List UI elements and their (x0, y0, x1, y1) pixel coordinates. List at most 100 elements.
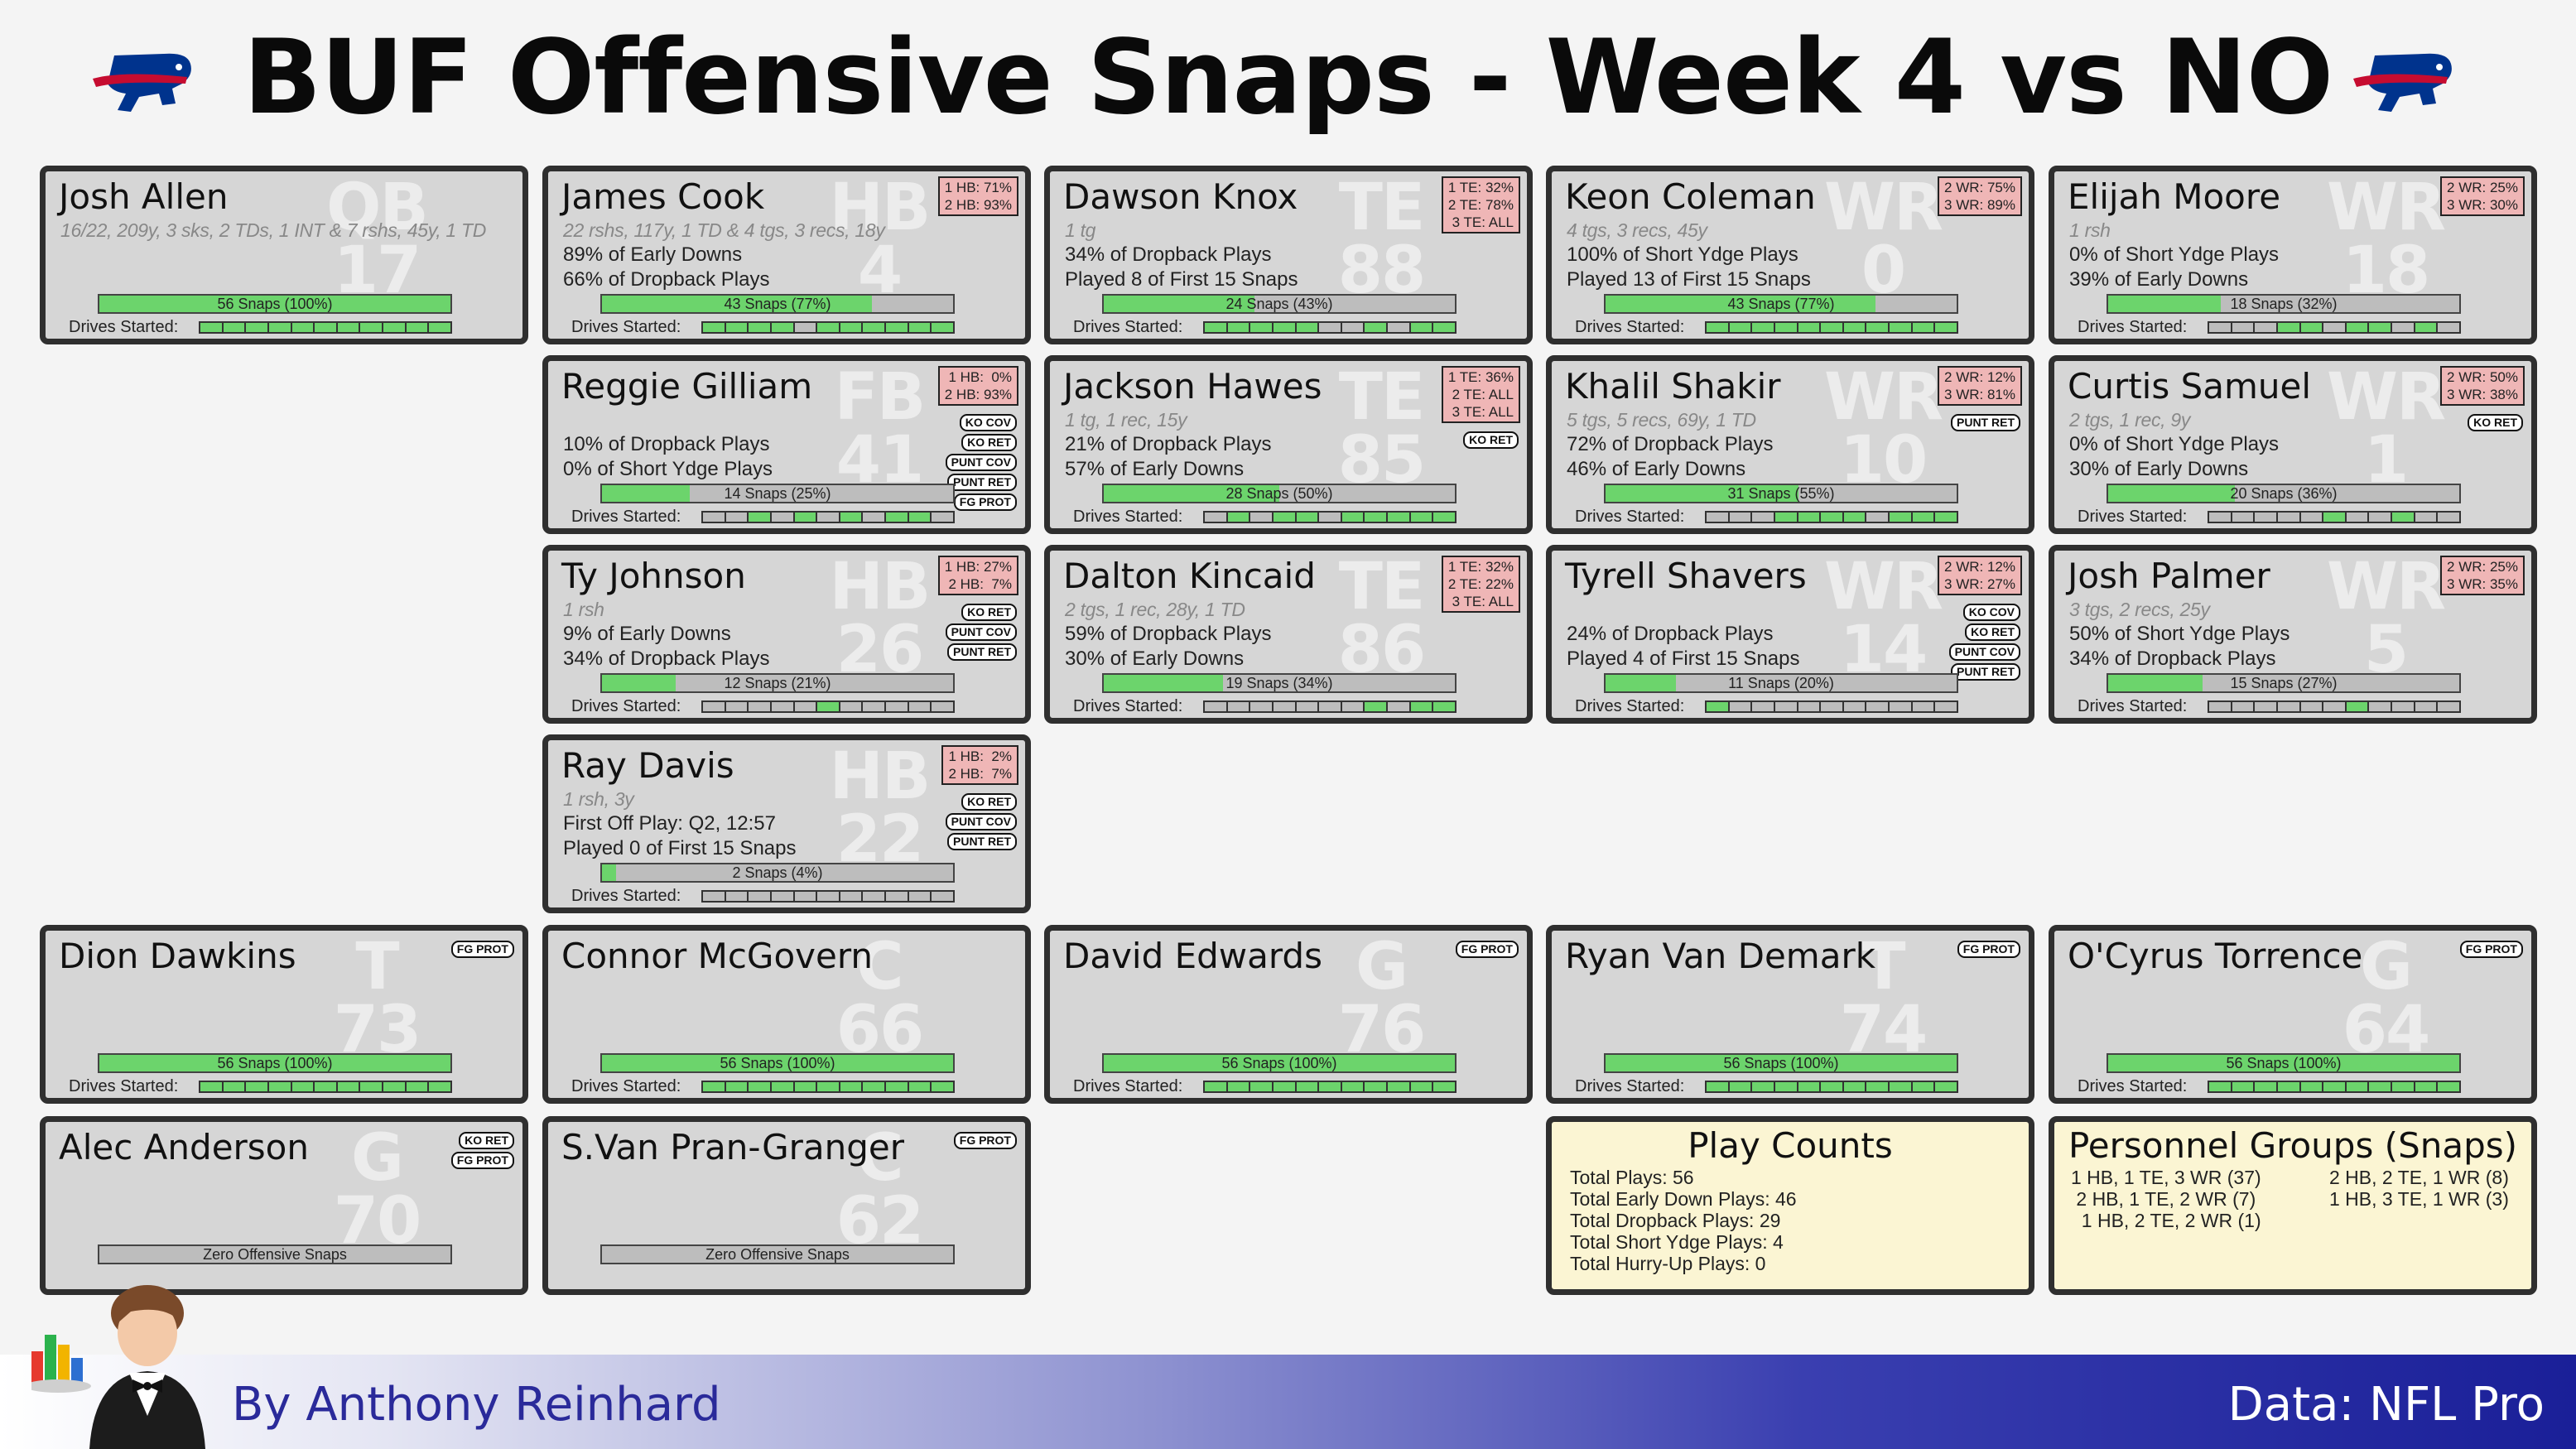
alignment-line: 1 TE: 32% (1447, 559, 1514, 575)
detail-line-1: 21% of Dropback Plays (1065, 433, 1272, 455)
position-watermark: G 64 (2342, 930, 2431, 1067)
drive-cell (337, 1082, 361, 1091)
drive-cell (1319, 513, 1342, 522)
drive-cell (2346, 1082, 2370, 1091)
drives-started-label: Drives Started: (2078, 318, 2188, 336)
drive-cell (771, 323, 795, 332)
player-card-khalil-shakir: WR 10 Khalil Shakir 5 tgs, 5 recs, 69y, 1 T… (1546, 355, 2034, 534)
drive-cell (2369, 702, 2393, 711)
player-name: Dion Dawkins (59, 936, 296, 976)
alignment-badge: 1 TE: 32% 2 TE: 22% 3 TE: ALL (1441, 556, 1520, 613)
drive-cell (2232, 702, 2256, 711)
drive-cell (2346, 702, 2370, 711)
drive-cell (1365, 702, 1389, 711)
player-name: S.Van Pran-Granger (561, 1127, 905, 1167)
personnel-line: 2 HB, 2 TE, 1 WR (8) (2329, 1167, 2509, 1188)
drive-cell (1798, 323, 1822, 332)
player-card-connor-mcgovern: C 66 Connor McGovern 56 Snaps (100%) Drives … (542, 925, 1031, 1104)
snap-count: 15 Snaps (27%) (2230, 675, 2338, 691)
drive-cell (1433, 513, 1456, 522)
drive-cell (2323, 702, 2347, 711)
drive-cell (2392, 513, 2415, 522)
drive-cell (749, 892, 772, 901)
personnel-line: 1 HB, 2 TE, 2 WR (1) (2071, 1210, 2261, 1231)
play-count-line: Total Short Ydge Plays: 4 (1570, 1231, 1784, 1253)
drives-started-track (701, 321, 955, 334)
drive-cell (1707, 1082, 1730, 1091)
drives-started-track (1203, 511, 1457, 523)
drive-cell (794, 1082, 818, 1091)
player-name: Ray Davis (561, 745, 734, 786)
snap-bar-fill (602, 864, 616, 881)
special-teams-tag: KO RET (2468, 414, 2523, 431)
drive-cell (1296, 323, 1320, 332)
stat-line: 1 rsh, 3y (563, 788, 634, 810)
position-watermark: WR 0 (1823, 171, 1943, 308)
drive-cell (703, 323, 726, 332)
stat-line: 1 rsh (563, 599, 604, 620)
special-teams-tags: PUNT RET (1951, 414, 2020, 431)
drive-cell (1707, 323, 1730, 332)
drive-cell (2438, 513, 2460, 522)
drives-started-label: Drives Started: (1575, 508, 1685, 526)
drive-cell (908, 513, 932, 522)
drive-cell (840, 702, 864, 711)
player-card-keon-coleman: WR 0 Keon Coleman 4 tgs, 3 recs, 45y 100% of… (1546, 166, 2034, 344)
special-teams-tag: PUNT RET (1951, 414, 2020, 431)
special-teams-tags: KO RET (1463, 431, 1519, 449)
drives-started-track (701, 700, 955, 713)
personnel-line: 1 HB, 3 TE, 1 WR (3) (2329, 1188, 2509, 1210)
play-count-line: Total Early Down Plays: 46 (1570, 1188, 1797, 1210)
drive-cell (703, 892, 726, 901)
drive-cell (932, 702, 954, 711)
player-card-dawson-knox: TE 88 Dawson Knox 1 tg 34% of Dropback Plays… (1044, 166, 1533, 344)
drive-cell (383, 1082, 407, 1091)
detail-line-2: Played 13 of First 15 Snaps (1567, 268, 1811, 291)
drive-cell (1273, 323, 1297, 332)
special-teams-tag: KO RET (1965, 623, 2020, 641)
drive-cell (1410, 513, 1434, 522)
position-watermark: WR 5 (2326, 550, 2446, 687)
drive-cell (1890, 513, 1913, 522)
detail-line-1: First Off Play: Q2, 12:57 (563, 812, 776, 835)
drives-started-track (199, 321, 452, 334)
drive-cell (1273, 513, 1297, 522)
drive-cell (1752, 702, 1775, 711)
drive-cell (2438, 702, 2460, 711)
special-teams-tag: FG PROT (450, 1152, 514, 1169)
drive-cell (1752, 1082, 1775, 1091)
footer-banner: By Anthony Reinhard Data: NFL Pro (0, 1355, 2576, 1449)
drive-cell (771, 702, 795, 711)
snap-bar: 56 Snaps (100%) (98, 1053, 452, 1073)
player-name: Ty Johnson (561, 556, 746, 596)
snap-count: 56 Snaps (100%) (720, 1055, 835, 1071)
special-teams-tags: KO COV KO RET PUNT COV PUNT RET (1948, 604, 2020, 681)
snap-count: 56 Snaps (100%) (1723, 1055, 1839, 1071)
drives-started-label: Drives Started: (1073, 697, 1183, 715)
detail-line-2: 0% of Short Ydge Plays (563, 458, 773, 480)
drive-cell (2300, 513, 2324, 522)
stat-line: 2 tgs, 1 rec, 28y, 1 TD (1065, 599, 1245, 620)
snap-count: 56 Snaps (100%) (217, 296, 333, 312)
drive-cell (1205, 323, 1228, 332)
drives-started-track (1705, 511, 1958, 523)
drive-cell (2392, 702, 2415, 711)
special-teams-tag: PUNT RET (947, 833, 1017, 850)
position-watermark: WR 10 (1823, 360, 1943, 498)
drive-cell (725, 323, 749, 332)
drive-cell (1410, 323, 1434, 332)
drives-started-label: Drives Started: (69, 318, 179, 336)
drive-cell (1250, 702, 1274, 711)
drives-started-track (1203, 321, 1457, 334)
drive-cell (863, 513, 887, 522)
drive-cell (291, 1082, 315, 1091)
drive-cell (2438, 323, 2460, 332)
drive-cell (2323, 1082, 2347, 1091)
snap-count: Zero Offensive Snaps (203, 1246, 347, 1263)
drive-cell (1912, 702, 1936, 711)
drives-started-track (701, 511, 955, 523)
drive-cell (1250, 323, 1274, 332)
drive-cell (2277, 513, 2301, 522)
detail-line-1: 10% of Dropback Plays (563, 433, 770, 455)
drive-cell (429, 1082, 451, 1091)
